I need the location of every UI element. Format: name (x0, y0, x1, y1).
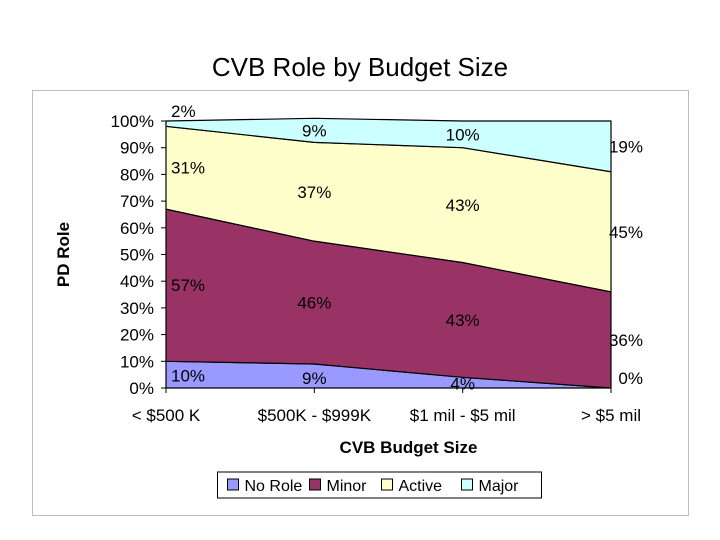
data-label-minor: 43% (446, 311, 480, 330)
data-label-minor: 46% (297, 294, 331, 313)
data-label-active: 45% (609, 223, 643, 242)
area-major (165, 117, 612, 173)
legend-box (217, 471, 542, 499)
y-tick-label: 0% (129, 379, 154, 398)
data-label-no-role: 10% (171, 366, 205, 385)
chart-svg: 0% 10% 20% 30% 40% 50% 60% 70% 80% 90% 100% < $500 … (54, 102, 643, 499)
legend-swatch-major (461, 478, 473, 491)
legend-label-active: Active (399, 478, 443, 495)
legend-swatch-no-role (227, 478, 239, 491)
data-label-major: 10% (446, 125, 480, 144)
legend-swatch-active (381, 478, 393, 491)
y-tick-label: 60% (120, 219, 154, 238)
y-tick-label: 30% (120, 299, 154, 318)
x-tick-label: > $5 mil (581, 406, 641, 425)
data-label-active: 31% (171, 159, 205, 178)
y-tick-label: 90% (120, 139, 154, 158)
data-label-no-role: 0% (618, 369, 643, 388)
legend-label-major: Major (479, 478, 520, 495)
y-tick-label: 50% (120, 246, 154, 265)
data-label-minor: 36% (609, 331, 643, 350)
x-tick-label: $1 mil - $5 mil (410, 406, 516, 425)
y-axis-title: PD Role (54, 222, 73, 287)
data-label-no-role: 4% (450, 374, 475, 393)
legend-label-no-role: No Role (245, 478, 303, 495)
y-tick-label: 80% (120, 165, 154, 184)
data-label-major: 19% (609, 137, 643, 156)
data-label-active: 37% (297, 183, 331, 202)
y-tick-label: 10% (120, 352, 154, 371)
slide-title: CVB Role by Budget Size (211, 52, 509, 82)
y-tick-label: 70% (120, 192, 154, 211)
x-tick-label: < $500 K (132, 406, 201, 425)
data-label-active: 43% (446, 196, 480, 215)
chart-frame: 0% 10% 20% 30% 40% 50% 60% 70% 80% 90% 100% < $500 … (32, 90, 689, 516)
data-label-major: 9% (302, 121, 327, 140)
x-axis-title: CVB Budget Size (340, 438, 478, 457)
data-label-minor: 57% (171, 276, 205, 295)
data-label-no-role: 9% (302, 369, 327, 388)
y-tick-label: 100% (111, 112, 154, 131)
y-tick-label: 40% (120, 272, 154, 291)
legend-swatch-minor (309, 478, 321, 491)
y-tick-label: 20% (120, 326, 154, 345)
data-label-major: 2% (171, 102, 196, 121)
x-tick-label: $500K - $999K (258, 406, 372, 425)
legend-label-minor: Minor (327, 478, 368, 495)
